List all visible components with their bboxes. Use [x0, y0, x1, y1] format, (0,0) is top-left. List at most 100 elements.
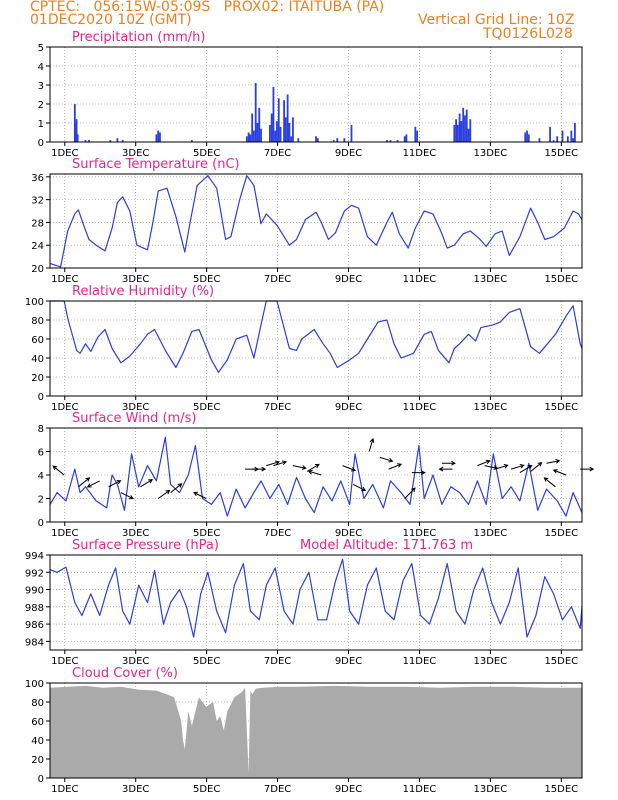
panel-wind: 0 2 4 6 8 1DEC 3DEC 5DEC 7DEC 9DEC 11DEC 13DEC 15DEC… — [38, 411, 595, 539]
pressure-line — [49, 558, 583, 638]
x-tick-label: 5DEC — [193, 784, 220, 795]
panel-humidity: 0 20 40 60 80 100 1DEC 3DEC 5DEC 7DEC 9DEC 11DEC 13D… — [25, 284, 583, 413]
precip-bar — [386, 140, 388, 142]
precip-bar — [247, 132, 250, 142]
y-tick-label: 5 — [38, 43, 44, 54]
y-tick-label: 80 — [31, 698, 44, 709]
y-tick-label: 994 — [25, 551, 44, 562]
wind-arrow — [108, 480, 122, 488]
y-tick-label: 984 — [25, 637, 44, 648]
humidity-title: Relative Humidity (%) — [72, 284, 214, 299]
precip-bar — [76, 134, 79, 142]
precip-bar — [290, 136, 293, 142]
wind-arrow — [52, 465, 65, 476]
x-tick-label: 11DEC — [403, 274, 437, 285]
y-tick-label: 80 — [31, 316, 44, 327]
precip-bar — [74, 123, 77, 142]
wind-arrow — [252, 466, 267, 472]
x-tick-label: 7DEC — [264, 402, 291, 413]
precip-bar — [157, 130, 160, 142]
wind-arrow — [379, 456, 394, 463]
precip-bar — [155, 134, 158, 142]
precip-bar — [467, 128, 470, 142]
precip-bar — [549, 126, 551, 142]
y-tick-label: 0 — [38, 518, 44, 529]
y-tick-label: 0 — [38, 138, 44, 149]
wind-arrow — [411, 470, 426, 476]
x-tick-label: 13DEC — [474, 402, 508, 413]
precip-bar — [403, 136, 406, 142]
temperature-title: Surface Temperature (nC) — [72, 157, 240, 172]
x-tick-label: 9DEC — [335, 528, 362, 539]
wind-arrow — [86, 480, 100, 488]
precip-bar — [75, 119, 78, 142]
precip-bar — [249, 134, 252, 142]
y-tick-label: 4 — [38, 471, 44, 482]
precip-bar — [277, 98, 280, 142]
header-run-date: 01DEC2020 10Z (GMT) — [30, 12, 192, 28]
y-tick-label: 20 — [31, 755, 44, 766]
precip-bar — [292, 117, 294, 142]
y-tick-label: 40 — [31, 736, 44, 747]
y-tick-label: 3 — [38, 81, 44, 92]
x-tick-label: 1DEC — [51, 528, 78, 539]
x-tick-label: 15DEC — [544, 656, 578, 667]
wind-arrow — [368, 437, 375, 452]
precip-bar — [297, 138, 300, 142]
y-tick-label: 28 — [31, 218, 44, 229]
precip-bar — [116, 138, 119, 142]
x-tick-label: 7DEC — [264, 528, 291, 539]
precip-bar — [260, 128, 262, 142]
precip-bar — [268, 124, 271, 142]
precipitation-title: Precipitation (mm/h) — [72, 30, 205, 45]
wind-arrow — [530, 462, 543, 472]
y-tick-label: 100 — [25, 297, 44, 308]
precip-bar — [316, 138, 319, 142]
y-tick-label: 60 — [31, 335, 44, 346]
panel-frame — [49, 173, 583, 269]
precip-bar — [284, 117, 287, 142]
precip-bar — [552, 140, 555, 142]
precip-bar — [561, 130, 564, 142]
precip-bar — [414, 126, 417, 142]
x-tick-label: 5DEC — [193, 402, 220, 413]
x-tick-label: 1DEC — [51, 784, 78, 795]
precip-bar — [270, 113, 273, 142]
x-tick-label: 15DEC — [544, 528, 578, 539]
temperature-line — [49, 175, 583, 268]
precip-bar — [109, 140, 112, 142]
wind-title: Surface Wind (m/s) — [72, 411, 196, 426]
x-tick-label: 13DEC — [474, 528, 508, 539]
precip-bar — [469, 119, 472, 142]
precip-bar — [460, 121, 463, 142]
wind-arrow — [157, 489, 171, 499]
y-tick-label: 32 — [31, 196, 44, 207]
panel-temperature: 20 24 28 32 36 1DEC 3DEC 5DEC 7DEC 9DEC 11DEC 13DEC… — [31, 157, 583, 285]
x-tick-label: 7DEC — [264, 784, 291, 795]
precip-bar — [121, 140, 124, 142]
precip-bar — [274, 130, 277, 142]
precip-bar — [253, 130, 255, 142]
precip-bar — [527, 134, 530, 142]
wind-arrow — [441, 460, 456, 466]
x-tick-label: 5DEC — [193, 148, 220, 159]
y-tick-label: 0 — [38, 392, 44, 403]
y-tick-label: 6 — [38, 448, 44, 459]
x-tick-label: 1DEC — [51, 656, 78, 667]
x-tick-label: 15DEC — [544, 402, 578, 413]
x-tick-label: 11DEC — [403, 148, 437, 159]
cloud-cover-title: Cloud Cover (%) — [72, 666, 178, 681]
wind-arrow — [193, 491, 207, 499]
y-tick-label: 24 — [31, 241, 44, 252]
x-tick-label: 5DEC — [193, 528, 220, 539]
panel-frame — [49, 554, 583, 651]
x-tick-label: 11DEC — [403, 656, 437, 667]
precip-bar — [556, 136, 559, 142]
model-altitude-label: Model Altitude: 171.763 m — [300, 538, 473, 553]
x-tick-label: 11DEC — [403, 784, 437, 795]
y-tick-label: 4 — [38, 62, 44, 73]
precip-bar — [84, 140, 87, 142]
y-tick-label: 8 — [38, 424, 44, 435]
panel-frame — [49, 427, 583, 523]
